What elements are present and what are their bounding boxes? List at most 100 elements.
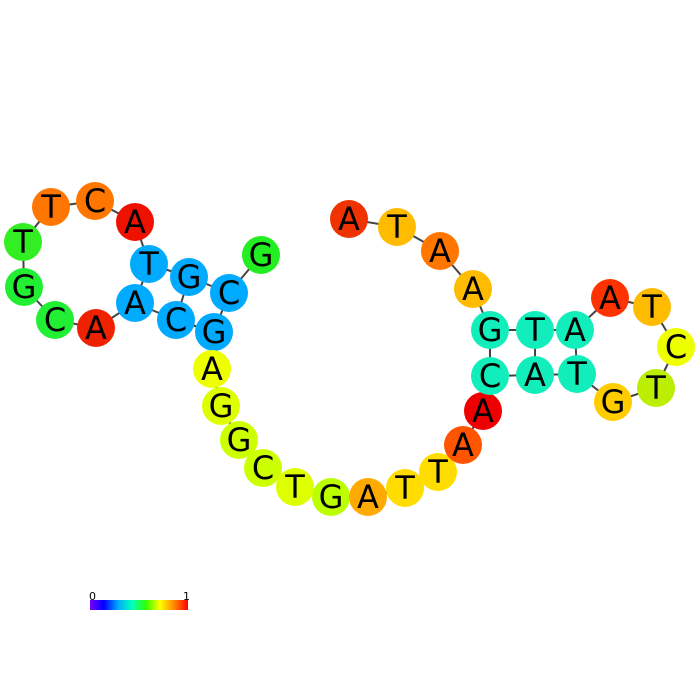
nucleotide: G [170, 258, 208, 296]
nucleotide: A [516, 356, 554, 394]
nucleotide-letter: T [40, 188, 61, 226]
nucleotide-letter: C [84, 182, 106, 220]
nucleotide-letter: A [429, 232, 451, 270]
nucleotide: C [657, 328, 695, 366]
nucleotide: C [471, 357, 509, 395]
nucleotide-circle [76, 182, 114, 220]
nucleotide-circle [471, 311, 509, 349]
nucleotide-circle [5, 268, 43, 306]
nucleotide-letter: C [165, 301, 187, 339]
nucleotide-letter: A [357, 478, 379, 516]
nucleotide: A [193, 350, 231, 388]
nucleotide-circle [210, 274, 248, 312]
nucleotide-letter: A [85, 309, 107, 347]
nucleotide-circle [464, 392, 502, 430]
nucleotide-circle [77, 309, 115, 347]
nucleotide-letter: A [452, 426, 474, 464]
nucleotide-circle [202, 387, 240, 425]
nucleotide-letter: G [202, 313, 227, 351]
nucleotide-circle [349, 478, 387, 516]
backbone [22, 200, 677, 498]
nucleotide: C [244, 449, 282, 487]
nucleotide-circle [312, 478, 350, 516]
nucleotide: T [633, 288, 671, 326]
nucleotide-letter: G [12, 268, 37, 306]
nucleotide-circle [444, 426, 482, 464]
nucleotide: A [464, 392, 502, 430]
nucleotide-circle [116, 203, 154, 241]
nucleotide-circle [170, 258, 208, 296]
nucleotide-letter: C [44, 301, 66, 339]
nucleotide-letter: T [394, 469, 415, 507]
nucleotide: T [386, 469, 424, 507]
nucleotide: C [157, 301, 195, 339]
nucleotide-letter: T [284, 468, 305, 506]
nucleotide-circle [637, 369, 675, 407]
nucleotide-letter: T [427, 453, 448, 491]
nucleotide-letter: A [124, 284, 146, 322]
nucleotide-letter: G [227, 421, 252, 459]
color-scale-max-label: 1 [183, 590, 190, 603]
nucleotide-letter: G [209, 387, 234, 425]
nucleotide-circle [558, 355, 596, 393]
nucleotide-circle [32, 188, 70, 226]
nucleotide-letter: T [524, 311, 545, 349]
nucleotide-letter: A [564, 311, 586, 349]
nucleotide-letter: T [12, 223, 33, 261]
nucleotide-circle [378, 208, 416, 246]
nucleotide-circle [36, 301, 74, 339]
nucleotide: A [454, 270, 492, 308]
nucleotide-circle [220, 421, 258, 459]
nucleotide-circle [193, 350, 231, 388]
nucleotide-letter: C [665, 328, 687, 366]
nucleotide: T [130, 245, 168, 283]
nucleotide-circle [471, 357, 509, 395]
nucleotide: A [556, 311, 594, 349]
nucleotide-circle [594, 383, 632, 421]
nucleotide-letter: A [524, 356, 546, 394]
nucleotide-circle [633, 288, 671, 326]
nucleotide: G [5, 268, 43, 306]
nucleotide-circle [591, 279, 629, 317]
nucleotide: C [210, 274, 248, 312]
nucleotide-letter: G [601, 383, 626, 421]
nucleotide: G [312, 478, 350, 516]
nucleotide: A [421, 232, 459, 270]
color-scale-bar [90, 600, 188, 610]
nucleotide-circle [116, 284, 154, 322]
nucleotide-letter: G [177, 258, 202, 296]
nucleotide-letter: G [319, 478, 344, 516]
nucleotide-letter: T [138, 245, 159, 283]
nucleotide: G [195, 313, 233, 351]
nucleotide-letter: T [566, 355, 587, 393]
nucleotide: G [594, 383, 632, 421]
nucleotide: T [4, 223, 42, 261]
nucleotide: G [471, 311, 509, 349]
nucleotide-circle [330, 200, 368, 238]
nucleotide: T [558, 355, 596, 393]
nucleotide-letter: A [472, 392, 494, 430]
nucleotide-letter: C [218, 274, 240, 312]
nucleotide-letter: A [201, 350, 223, 388]
nucleotide: T [637, 369, 675, 407]
nucleotide: C [76, 182, 114, 220]
nucleotide-letter: G [478, 311, 503, 349]
nucleotide: A [116, 284, 154, 322]
nucleotide-letter: A [338, 200, 360, 238]
nucleotide: A [77, 309, 115, 347]
nucleotide-circle [421, 232, 459, 270]
nucleotide-circle [454, 270, 492, 308]
nucleotide-circle [157, 301, 195, 339]
nucleotide: G [242, 236, 280, 274]
nucleotide-letter: G [249, 236, 274, 274]
nucleotide: A [116, 203, 154, 241]
nucleotide-letter: A [124, 203, 146, 241]
nucleotide-circle [4, 223, 42, 261]
nucleotide: G [202, 387, 240, 425]
nucleotide-letter: T [641, 288, 662, 326]
nucleotide-circle [244, 449, 282, 487]
nucleotide: A [349, 478, 387, 516]
nucleotide: A [330, 200, 368, 238]
